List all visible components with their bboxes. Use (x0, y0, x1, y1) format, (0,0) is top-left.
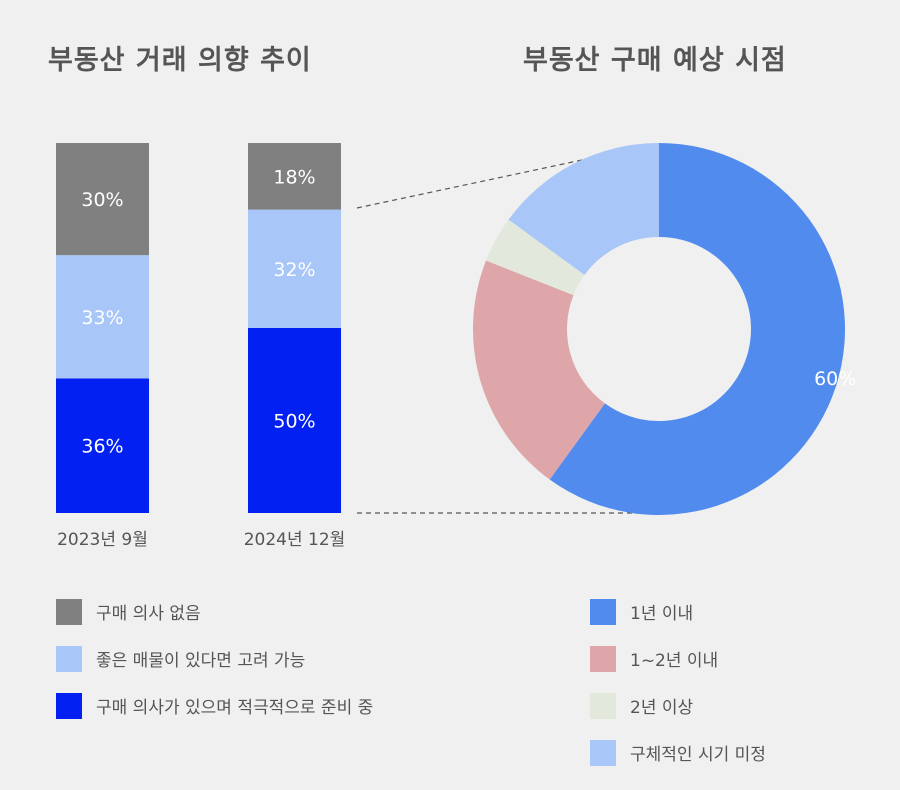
bar-chart-title: 부동산 거래 의향 추이 (48, 45, 312, 76)
bar-segment (248, 328, 341, 513)
legend-swatch (590, 739, 616, 766)
bar-category-label: 2023년 9월 (57, 530, 148, 550)
bar-value-label: 18% (273, 166, 315, 188)
bar-value-label: 50% (273, 411, 315, 433)
legend-swatch (56, 692, 82, 719)
bar-segment (248, 143, 341, 210)
legend-item: 구매 의사 없음 (56, 588, 373, 635)
donut-slice (508, 143, 659, 275)
legend-item: 구체적인 시기 미정 (590, 729, 766, 776)
legend-swatch (590, 598, 616, 625)
bar-segment (56, 143, 149, 256)
donut-slice (549, 143, 845, 515)
bar-segment (56, 378, 149, 513)
bar-value-label: 33% (81, 307, 123, 329)
legend-swatch (56, 645, 82, 672)
legend-label: 구매 의사 없음 (96, 604, 201, 624)
bar-segment (56, 255, 149, 379)
legend-item: 1년 이내 (590, 588, 766, 635)
legend-label: 구체적인 시기 미정 (630, 745, 766, 765)
legend-item: 1~2년 이내 (590, 635, 766, 682)
donut-value-label: 60% (814, 368, 856, 390)
connector-line (356, 159, 583, 209)
legend-label: 1~2년 이내 (630, 651, 719, 671)
legend-item: 좋은 매물이 있다면 고려 가능 (56, 635, 373, 682)
legend-label: 좋은 매물이 있다면 고려 가능 (96, 651, 306, 671)
legend-swatch (56, 598, 82, 625)
legend-label: 구매 의사가 있으며 적극적으로 준비 중 (96, 698, 374, 718)
bar-value-label: 36% (81, 436, 123, 458)
bar-value-label: 30% (81, 189, 123, 211)
legend-swatch (590, 692, 616, 719)
donut-slice (486, 219, 585, 296)
legend-swatch (590, 645, 616, 672)
bar-segment (248, 209, 341, 328)
legend-item: 구매 의사가 있으며 적극적으로 준비 중 (56, 682, 373, 729)
bar-category-label: 2024년 12월 (244, 530, 346, 550)
legend-label: 2년 이상 (630, 698, 694, 718)
donut-chart-title: 부동산 구매 예상 시점 (523, 45, 787, 76)
bar-value-label: 32% (273, 259, 315, 281)
legend-label: 1년 이내 (630, 604, 694, 624)
donut-slice (472, 260, 605, 480)
legend-item: 2년 이상 (590, 682, 766, 729)
